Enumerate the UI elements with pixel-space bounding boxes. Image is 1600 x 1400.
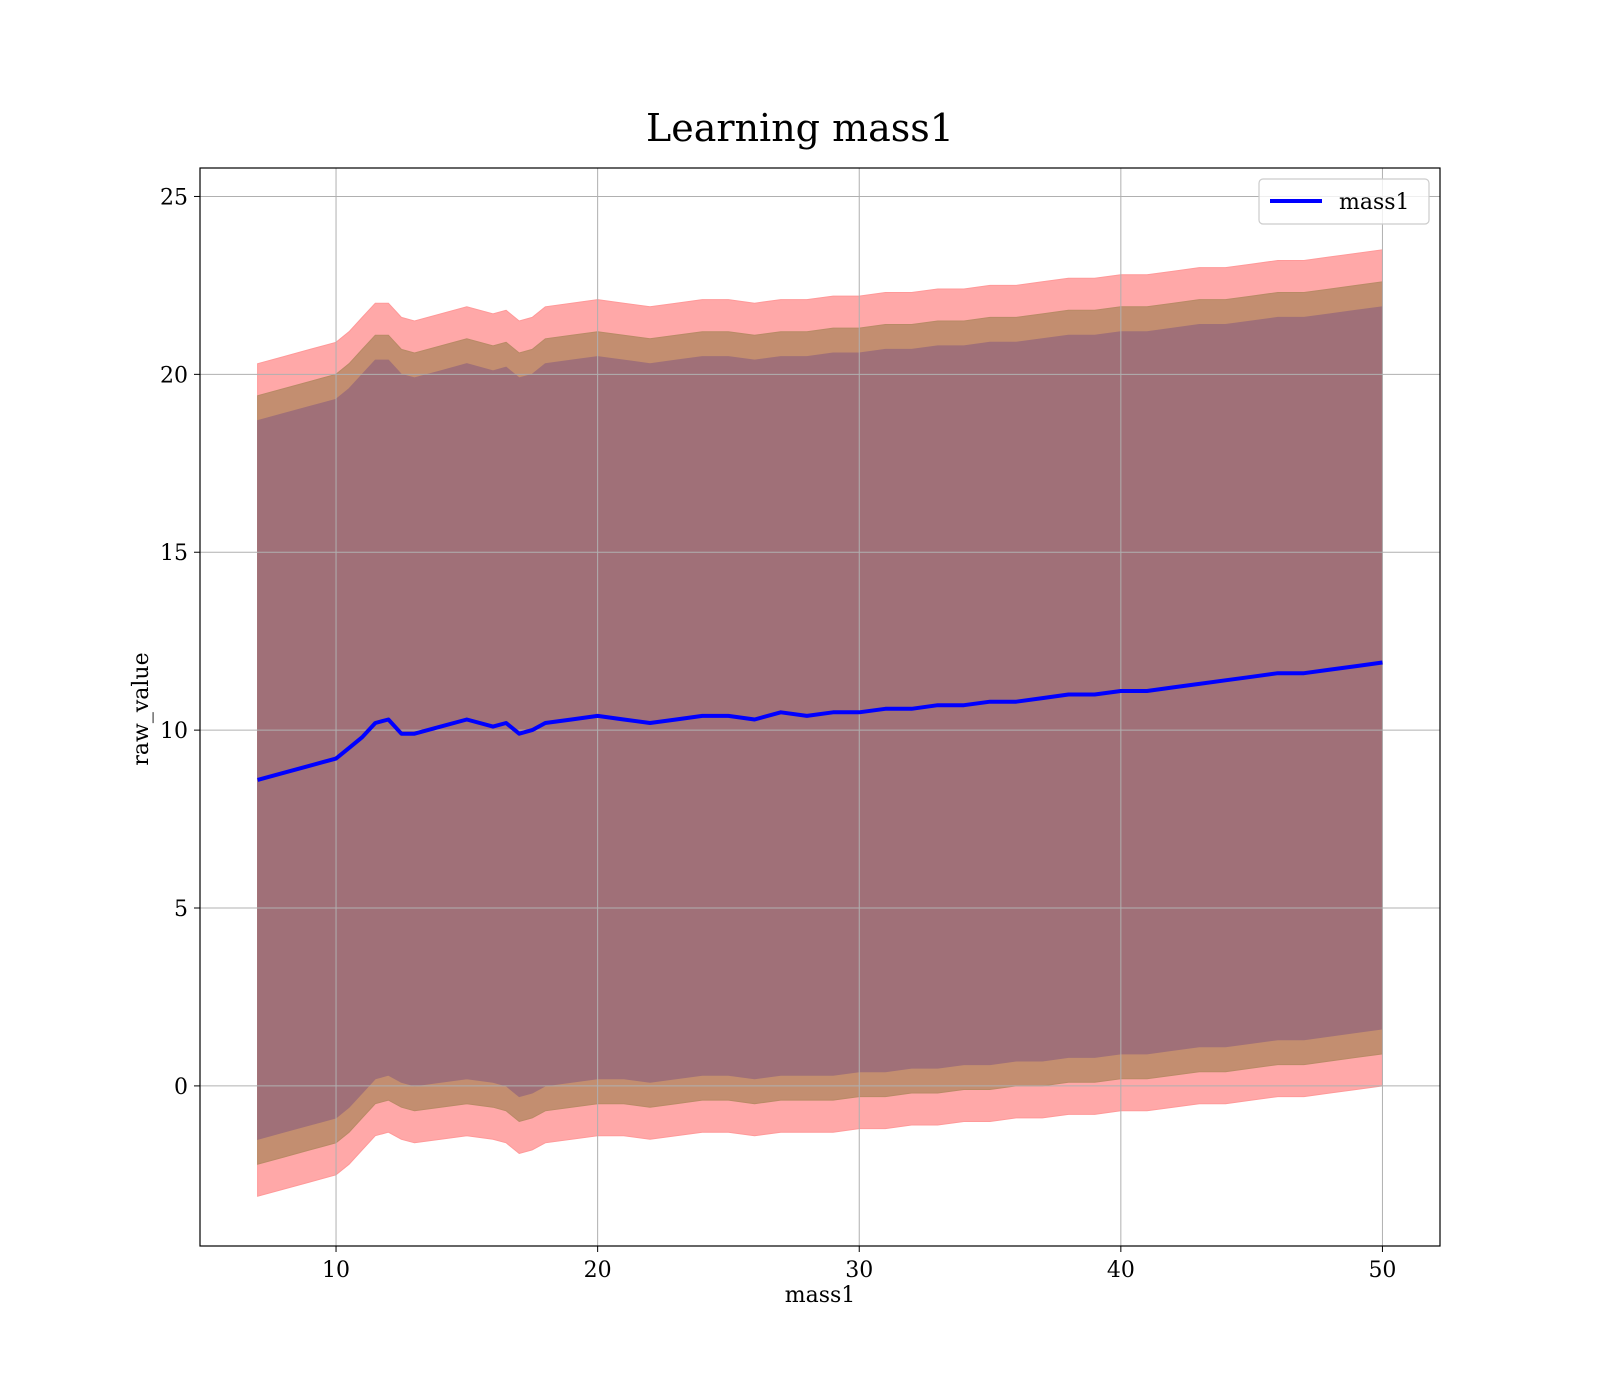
legend-label-mass1: mass1 (1339, 190, 1410, 215)
chart-title: Learning mass1 (646, 106, 954, 150)
y-tick-label: 5 (174, 897, 188, 922)
x-axis-label: mass1 (785, 1283, 856, 1308)
x-tick-label: 30 (845, 1258, 873, 1283)
x-tick-label: 10 (322, 1258, 350, 1283)
grid (200, 168, 1440, 1246)
x-tick-label: 50 (1368, 1258, 1396, 1283)
series-line-mass1 (257, 660, 1383, 782)
x-tick-label: 40 (1107, 1258, 1135, 1283)
confidence-band-3 (257, 306, 1383, 1140)
legend: mass1 (1258, 178, 1430, 225)
legend-box (1258, 178, 1430, 225)
x-axis: 10 20 30 40 50 (322, 1246, 1396, 1283)
y-axis-label: raw_value (129, 652, 154, 765)
series-lines (257, 660, 1383, 782)
y-tick-label: 0 (174, 1075, 188, 1100)
plot-area (199, 167, 1441, 1247)
y-tick-label: 25 (160, 185, 188, 210)
x-tick-label: 20 (584, 1258, 612, 1283)
confidence-bands (257, 249, 1383, 1197)
y-tick-label: 20 (160, 363, 188, 388)
y-axis: 0 5 10 15 20 25 (160, 185, 200, 1100)
y-tick-label: 15 (160, 541, 188, 566)
plot-frame (199, 167, 1441, 1247)
y-tick-label: 10 (160, 719, 188, 744)
